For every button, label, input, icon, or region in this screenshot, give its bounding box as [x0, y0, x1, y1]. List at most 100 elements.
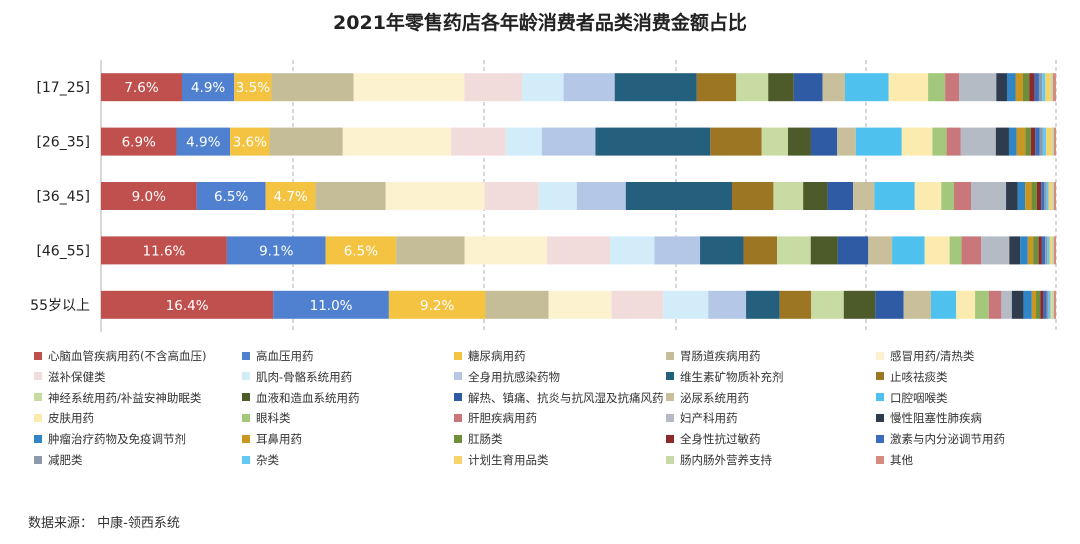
legend-swatch	[34, 455, 42, 464]
bar-segment	[1053, 127, 1056, 156]
bar-segment	[696, 73, 737, 102]
legend-swatch	[34, 413, 42, 422]
bar-segment	[1051, 236, 1054, 265]
legend-swatch	[34, 372, 42, 381]
bar-segment	[451, 127, 506, 156]
bar-segment	[949, 236, 962, 265]
legend-item: 高血压用药	[242, 346, 314, 366]
data-label: 9.0%	[132, 189, 166, 205]
legend-item: 解热、镇痛、抗炎与抗风湿及抗痛风药	[454, 388, 664, 408]
legend-swatch	[876, 455, 884, 464]
bar-segment	[945, 73, 960, 102]
bar-segment	[595, 127, 711, 156]
bar-segment	[875, 290, 904, 319]
bar-segment	[956, 290, 976, 319]
legend-swatch	[242, 351, 250, 360]
bar-segment	[1016, 127, 1026, 156]
category-label: [26_35]	[36, 135, 90, 151]
bar-segment	[874, 182, 915, 210]
bar-segment	[1027, 236, 1034, 265]
legend-item: 糖尿病用药	[454, 346, 526, 366]
legend-item: 止咳祛痰类	[876, 367, 948, 387]
bar-segment	[1048, 290, 1051, 319]
legend-item: 杂类	[242, 450, 279, 470]
legend-item: 其他	[876, 450, 913, 470]
bar-segment	[548, 290, 612, 319]
bar-segment	[101, 127, 177, 156]
legend-item: 滋补保健类	[34, 367, 106, 387]
bar-segment	[768, 73, 794, 102]
bar-segment	[1025, 182, 1032, 210]
legend-swatch	[34, 351, 42, 360]
legend-swatch	[34, 393, 42, 402]
data-label: 6.9%	[122, 135, 156, 151]
legend-label: 血液和造血系统用药	[256, 390, 360, 405]
legend-label: 耳鼻用药	[256, 432, 302, 447]
bar-segment	[959, 73, 997, 102]
legend-swatch	[242, 413, 250, 422]
bar-segment	[811, 290, 844, 319]
legend-item: 肠内肠外营养支持	[666, 450, 772, 470]
bar-segment	[868, 236, 893, 265]
bar-segment	[315, 182, 386, 210]
bar-segment	[700, 236, 744, 265]
data-label: 7.6%	[124, 80, 158, 96]
legend-label: 解热、镇痛、抗炎与抗风湿及抗痛风药	[468, 390, 664, 405]
data-label: 11.6%	[142, 243, 185, 259]
legend-label: 全身用抗感染药物	[468, 369, 560, 384]
legend-swatch	[34, 434, 42, 443]
bar-segment	[1053, 236, 1056, 265]
bar-segment	[1006, 182, 1018, 210]
data-label: 11.0%	[310, 298, 353, 314]
legend-label: 其他	[890, 453, 913, 467]
bar-segment	[538, 182, 577, 210]
bar-segment	[614, 73, 697, 102]
bar-segment	[954, 182, 972, 210]
bar-segment	[1009, 236, 1021, 265]
legend-label: 肛肠类	[468, 432, 503, 447]
legend-item: 计划生育用品类	[454, 450, 549, 470]
legend-swatch	[666, 372, 674, 381]
bar-segment	[269, 127, 343, 156]
bar-segment	[342, 127, 452, 156]
legend-label: 肝胆疾病用药	[468, 411, 537, 426]
legend-label: 眼科类	[256, 411, 291, 426]
bar-segment	[547, 236, 610, 265]
bar-segment	[844, 73, 889, 102]
bar-segment	[837, 127, 856, 156]
bar-segment	[960, 127, 996, 156]
bar-segment	[1006, 73, 1016, 102]
bar-segment	[837, 236, 869, 265]
legend-label: 皮肤用药	[48, 411, 94, 426]
bar-segment	[1020, 236, 1028, 265]
bar-segment	[625, 182, 732, 210]
bar-segment	[1040, 290, 1044, 319]
source-note: 数据来源： 中康-领西系统	[28, 516, 180, 531]
data-label: 6.5%	[214, 189, 248, 205]
bar-segment	[485, 290, 549, 319]
legend-item: 耳鼻用药	[242, 429, 302, 449]
bar-segment	[855, 127, 902, 156]
bar-segment	[1025, 127, 1031, 156]
bar-segment	[888, 73, 929, 102]
bar-segment	[226, 236, 326, 265]
data-labels: 7.6% 4.9% 3.5% 6.9% 4.9% 3.6% 9.0% 6.5% 4.7% 11.6…	[122, 80, 455, 314]
bar-segment	[822, 73, 845, 102]
bar-segment	[903, 290, 931, 319]
bar-segment	[541, 127, 596, 156]
bar-segment	[1052, 73, 1056, 102]
legend-item: 激素与内分泌调节用药	[876, 429, 1005, 449]
legend-item: 妇产科用药	[666, 408, 738, 428]
legend-label: 感冒用药/清热类	[890, 349, 975, 363]
legend-swatch	[876, 372, 884, 381]
legend-swatch	[454, 393, 462, 402]
legend-label: 泌尿系统用药	[680, 390, 749, 405]
legend-item: 皮肤用药	[34, 408, 94, 428]
legend-swatch	[242, 455, 250, 464]
bar-segment	[787, 127, 811, 156]
bar-segment	[1015, 73, 1023, 102]
bar-segment	[732, 182, 774, 210]
legend-label: 糖尿病用药	[468, 349, 526, 363]
bar-segment	[928, 73, 946, 102]
